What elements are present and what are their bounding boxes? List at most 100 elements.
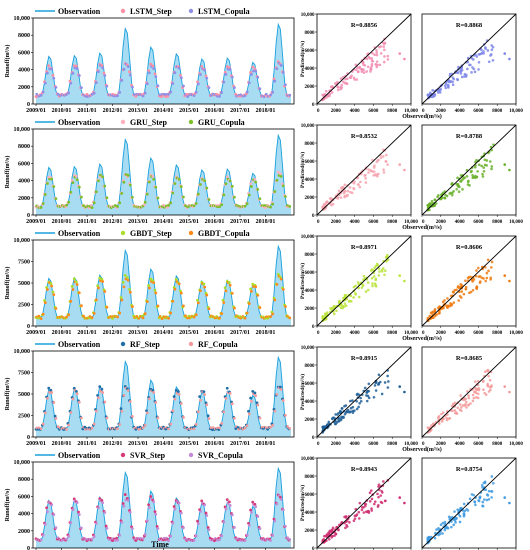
scatter-point bbox=[381, 41, 385, 45]
legend-swatch-copula bbox=[188, 341, 194, 347]
scatter-point bbox=[356, 281, 360, 284]
scatter-point bbox=[474, 391, 478, 395]
scatter-point bbox=[372, 275, 376, 278]
scatter-xtick-label: 0 bbox=[317, 220, 320, 225]
scatter-xtick-label: 8000 bbox=[387, 442, 398, 447]
copula-point bbox=[75, 178, 79, 182]
scatter-ytick-label: 2000 bbox=[305, 418, 316, 423]
scatter-xtick-label: 2000 bbox=[436, 442, 447, 447]
observation-area bbox=[36, 135, 291, 215]
copula-point bbox=[101, 501, 105, 505]
copula-point bbox=[271, 534, 275, 537]
copula-point bbox=[75, 67, 79, 71]
copula-point bbox=[75, 283, 79, 286]
scatter-point bbox=[468, 497, 472, 501]
copula-point bbox=[233, 195, 236, 199]
scatter-point bbox=[383, 273, 386, 277]
scatter-point bbox=[487, 498, 491, 501]
scatter-point bbox=[431, 89, 435, 92]
copula-point bbox=[131, 85, 134, 89]
copula-point bbox=[194, 90, 198, 94]
scatter-point bbox=[433, 204, 437, 208]
step-point bbox=[249, 396, 253, 400]
scatter-xtick-label: 0 bbox=[422, 220, 425, 225]
copula-point bbox=[94, 190, 98, 194]
scatter-frame bbox=[316, 457, 412, 549]
copula-point bbox=[46, 510, 49, 514]
ts-ylabel: Runoff(m³/s) bbox=[4, 378, 11, 411]
copula-point bbox=[245, 533, 249, 537]
step-point bbox=[77, 510, 80, 514]
scatter-point bbox=[433, 536, 437, 540]
copula-point bbox=[65, 427, 68, 431]
step-point bbox=[85, 92, 89, 96]
copula-point bbox=[177, 66, 181, 70]
copula-point bbox=[105, 305, 109, 309]
scatter-point bbox=[350, 191, 354, 195]
scatter-point bbox=[482, 50, 485, 53]
scatter-ytick-label: 4000 bbox=[305, 67, 316, 72]
copula-point bbox=[256, 515, 260, 518]
legend: Observation GBDT_Step GBDT_Copula bbox=[35, 229, 250, 238]
step-point bbox=[159, 95, 163, 99]
copula-point bbox=[252, 69, 255, 73]
copula-point bbox=[101, 280, 105, 283]
copula-point bbox=[92, 422, 96, 426]
scatter-point bbox=[477, 68, 480, 71]
scatter-point bbox=[486, 382, 489, 386]
copula-point bbox=[131, 305, 134, 309]
copula-point bbox=[50, 67, 54, 71]
copula-point bbox=[256, 403, 260, 407]
scatter-point bbox=[458, 294, 462, 298]
step-point bbox=[100, 387, 104, 391]
scatter-point bbox=[375, 262, 379, 266]
scatter-point bbox=[339, 410, 343, 414]
step-point bbox=[174, 389, 178, 392]
scatter-point bbox=[441, 411, 445, 414]
scatter-point bbox=[360, 505, 364, 509]
correlation-label: R=0.8788 bbox=[456, 133, 483, 140]
scatter-point bbox=[343, 194, 347, 198]
copula-point bbox=[143, 200, 147, 204]
ts-ytick-label: 4000 bbox=[18, 68, 30, 74]
scatter-point bbox=[374, 389, 378, 392]
copula-point bbox=[243, 316, 247, 320]
step-point bbox=[202, 390, 206, 394]
copula-point bbox=[167, 427, 170, 431]
scatter-point bbox=[458, 514, 462, 518]
scatter-lstm_sc-0: R=0.8856 00 2000 2000 4000 4000 6000 6000 8000 80… bbox=[301, 13, 419, 114]
scatter-point bbox=[371, 284, 374, 288]
scatter-point bbox=[482, 169, 486, 173]
copula-point bbox=[50, 177, 54, 181]
scatter-xtick-label: 2000 bbox=[331, 220, 342, 225]
scatter-point bbox=[475, 285, 479, 288]
ts-xtick-label: 2009/01 bbox=[26, 108, 46, 114]
step-point bbox=[100, 498, 104, 502]
correlation-label: R=0.8532 bbox=[351, 133, 377, 140]
scatter-point bbox=[437, 422, 441, 425]
scatter-point bbox=[490, 384, 493, 387]
scatter-point bbox=[475, 175, 478, 179]
copula-point bbox=[281, 184, 285, 188]
copula-point bbox=[90, 206, 94, 210]
copula-point bbox=[281, 399, 285, 402]
step-point bbox=[34, 95, 38, 99]
scatter-point bbox=[386, 374, 389, 378]
copula-point bbox=[269, 425, 272, 429]
step-point bbox=[51, 74, 55, 77]
scatter-point bbox=[346, 193, 349, 197]
copula-point bbox=[247, 523, 251, 527]
copula-point bbox=[114, 538, 117, 542]
scatter-point bbox=[344, 304, 348, 308]
scatter-point bbox=[378, 45, 381, 49]
copula-point bbox=[143, 423, 147, 427]
scatter-point bbox=[370, 62, 374, 66]
copula-point bbox=[46, 288, 49, 291]
copula-point bbox=[80, 304, 83, 308]
predicted-points bbox=[34, 493, 292, 543]
copula-point bbox=[284, 305, 287, 308]
scatter-point bbox=[355, 78, 359, 81]
scatter-point bbox=[358, 501, 362, 505]
scatter-point bbox=[448, 416, 452, 420]
